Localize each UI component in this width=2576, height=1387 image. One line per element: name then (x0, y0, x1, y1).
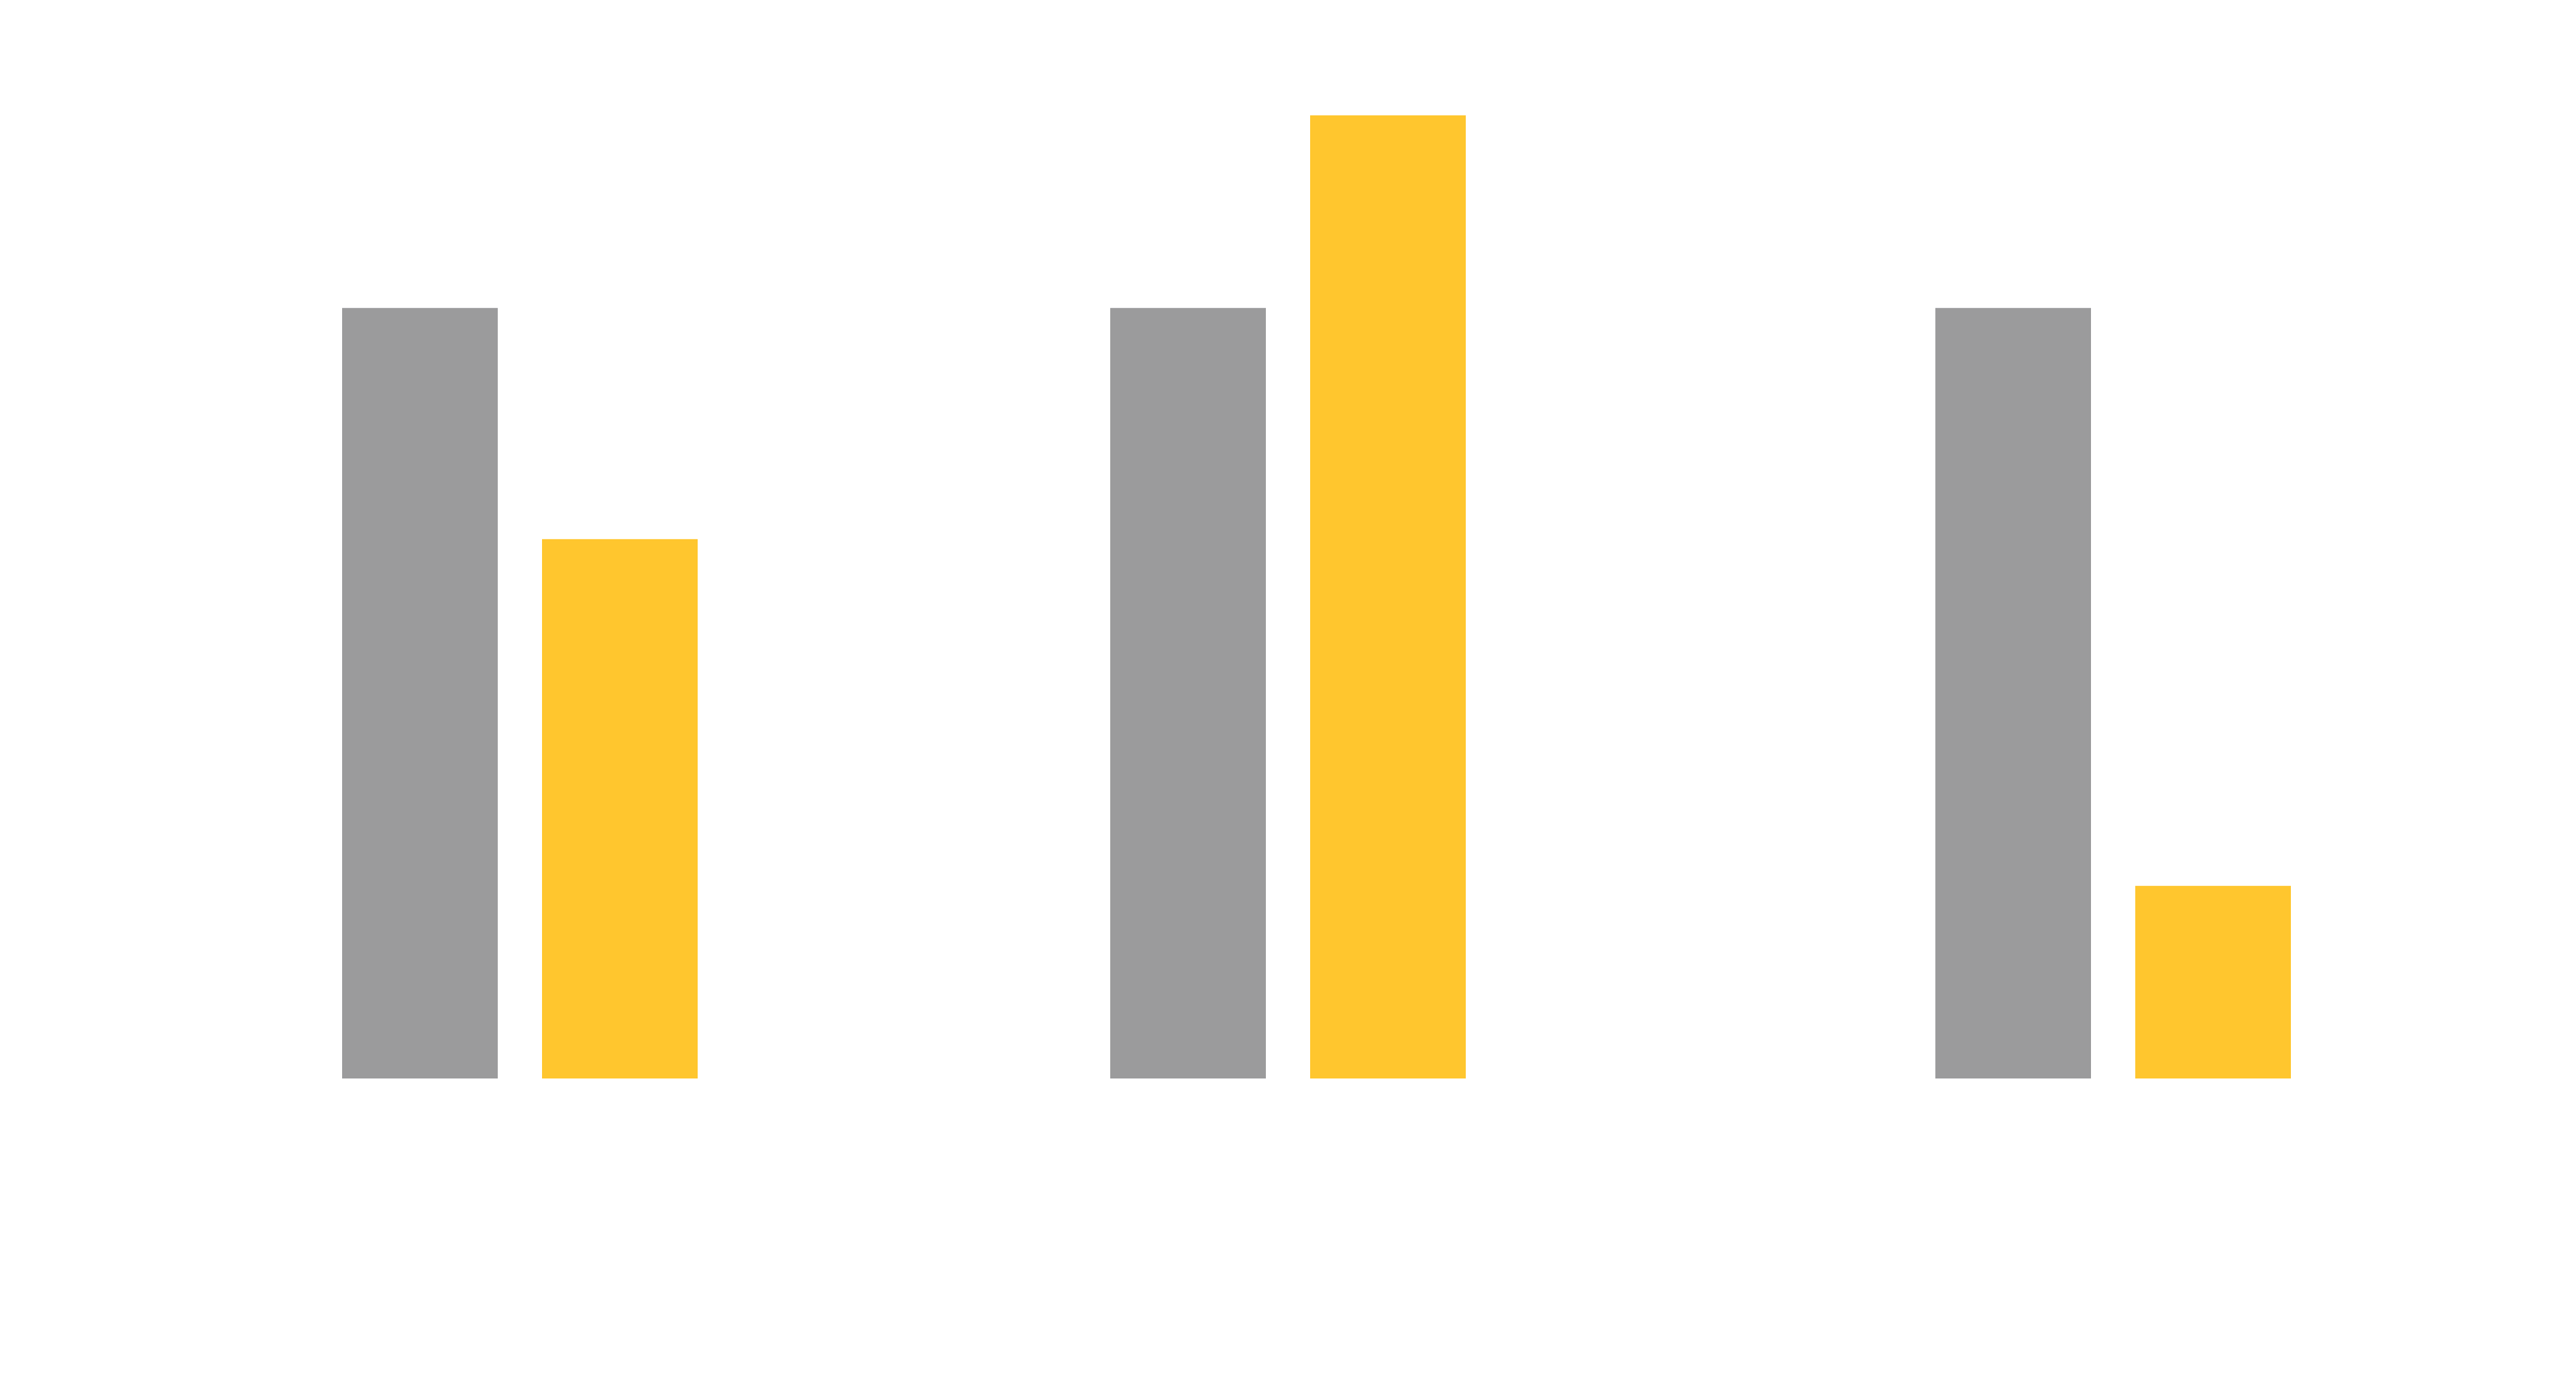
bar-category-3-series-2 (2135, 885, 2291, 1078)
bars-group (342, 115, 2291, 1079)
bar-category-1-series-2 (542, 539, 698, 1078)
bar-category-2-series-2 (1310, 115, 1466, 1078)
bar-category-1-series-1 (342, 308, 498, 1079)
bar-category-2-series-1 (1110, 308, 1266, 1079)
bar-category-3-series-1 (1935, 308, 2091, 1079)
